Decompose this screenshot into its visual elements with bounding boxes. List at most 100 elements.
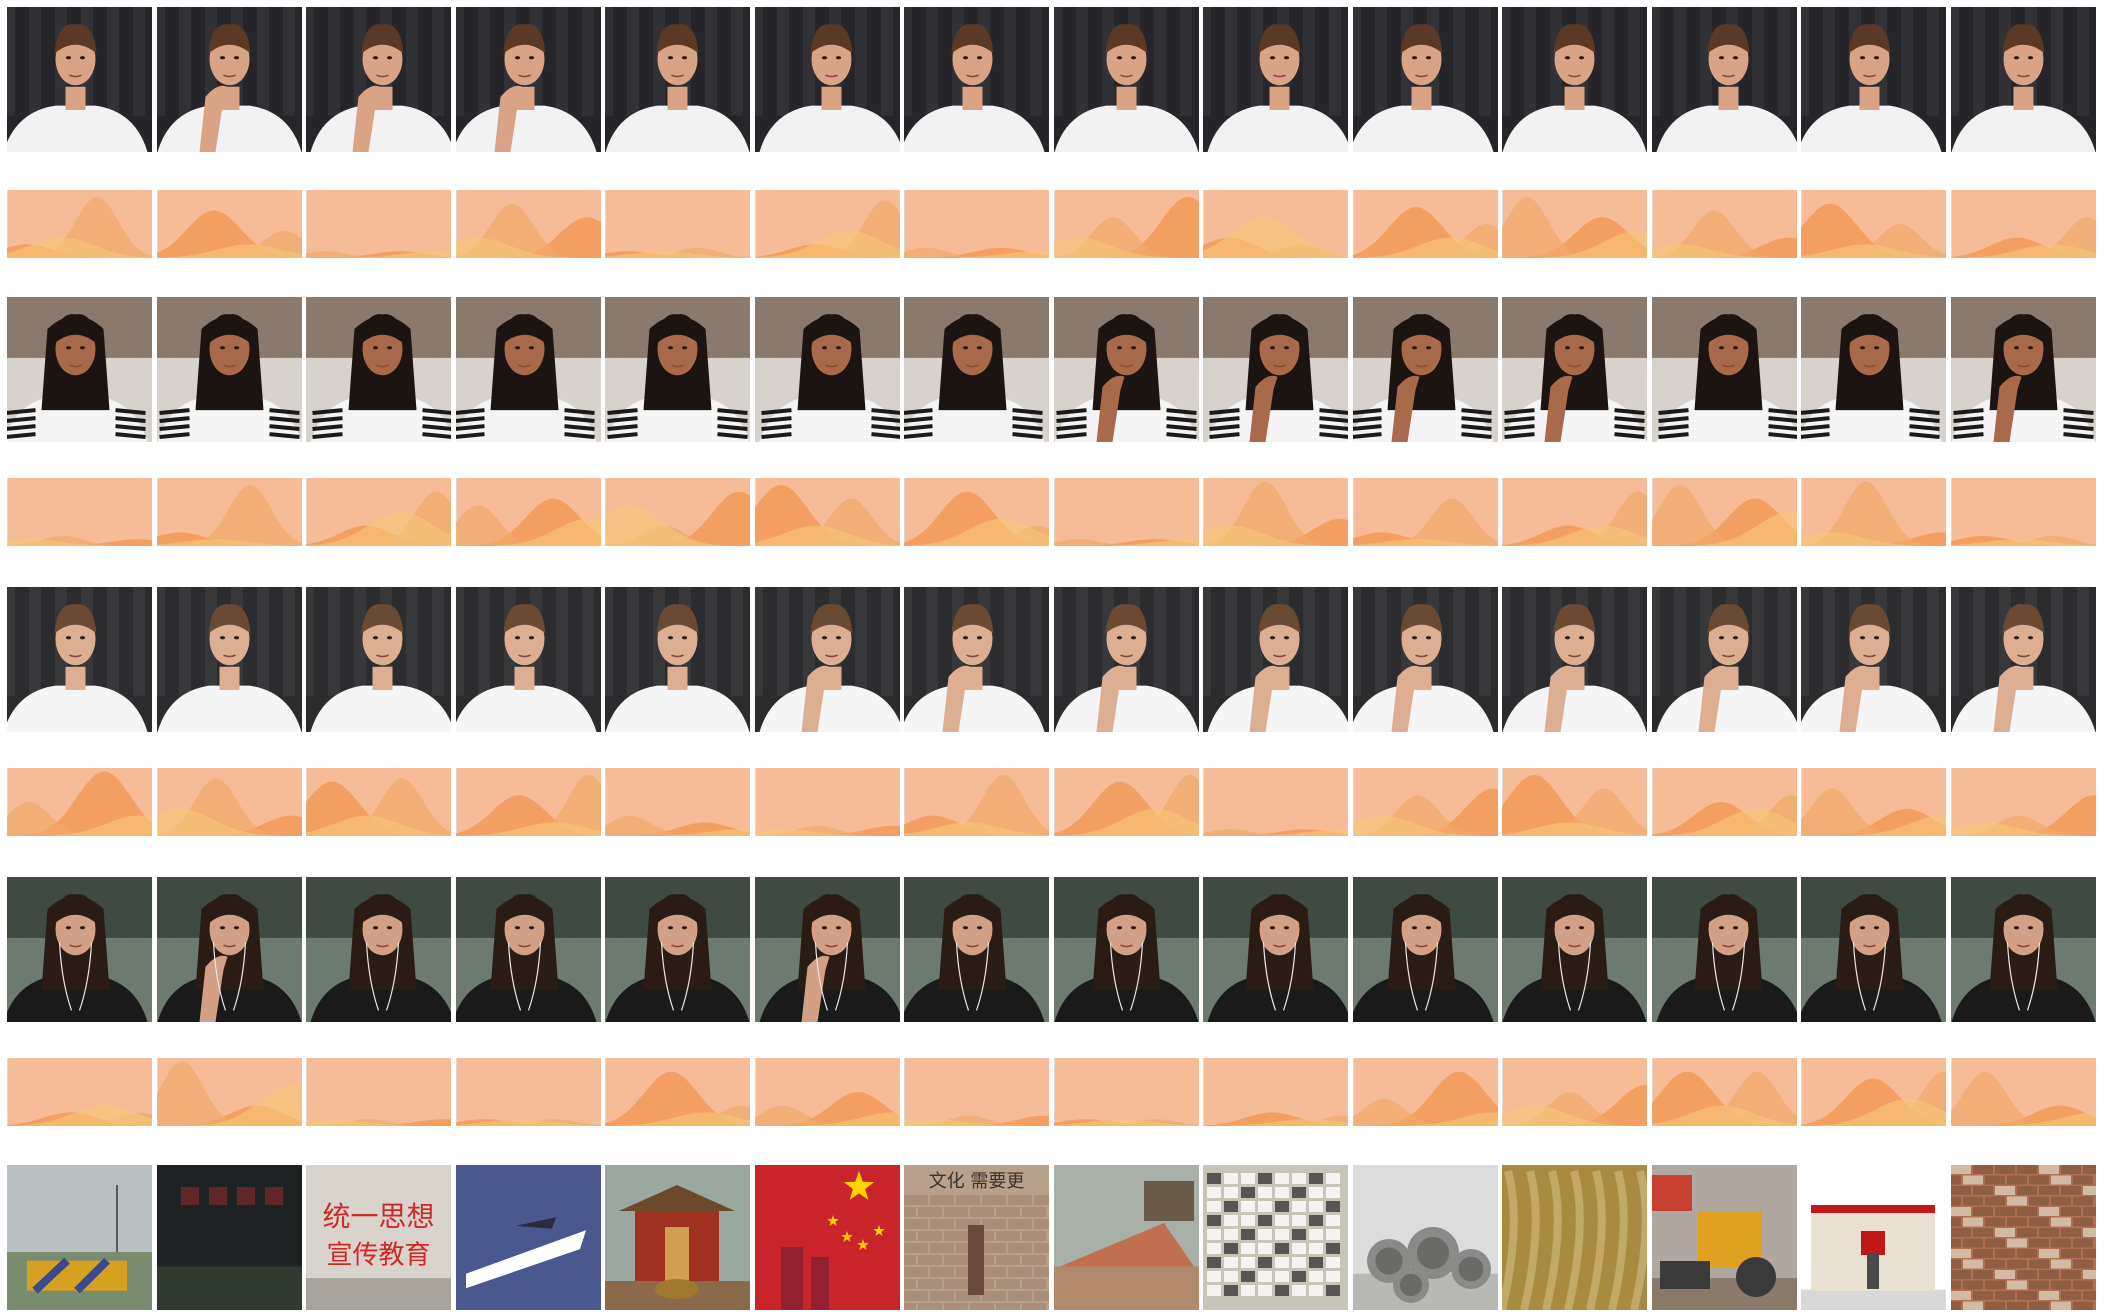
eye (1116, 636, 1123, 640)
hair-top (1105, 604, 1148, 634)
earphone-wire (1711, 942, 1726, 1011)
mouth (1273, 74, 1286, 78)
hair-top (503, 894, 546, 924)
emotion-curve (755, 525, 900, 546)
participant-frame-image (7, 7, 152, 152)
participant-frame (1502, 877, 1647, 1022)
eye (514, 346, 521, 350)
torso (1502, 685, 1647, 732)
emotion-curve (755, 829, 900, 836)
neck (667, 666, 688, 690)
hand (494, 85, 523, 152)
emotion-curve (456, 774, 601, 836)
brick (2017, 1291, 2037, 1300)
road-arrow (466, 1230, 586, 1289)
artwork-thumbnail (1801, 1165, 1946, 1310)
curtain-fold (855, 7, 867, 116)
curtain-fold (1524, 7, 1536, 116)
earphone-wire (78, 942, 93, 1011)
poster (1258, 1201, 1272, 1212)
hand (801, 665, 830, 732)
participant-frame-image (1801, 7, 1946, 152)
artwork-image: 文化 需要更 (904, 1165, 1049, 1310)
emotion-curve (157, 1085, 302, 1126)
neck (821, 86, 842, 110)
eye (233, 346, 240, 350)
hair-top (208, 604, 251, 634)
neck (514, 666, 535, 690)
collapsed-roof (1060, 1223, 1194, 1267)
mouth (966, 364, 979, 368)
emotion-curve (7, 771, 152, 836)
mouth (1415, 654, 1428, 658)
emotion-curve (7, 539, 152, 546)
curtain-fold (556, 7, 568, 116)
hand (1096, 665, 1125, 732)
poster (1258, 1173, 1272, 1184)
participant-frame-image (306, 877, 451, 1022)
curtain-fold (705, 7, 717, 116)
figure (781, 1247, 803, 1310)
emotion-wave-chart (1801, 478, 1946, 546)
eye (1411, 926, 1418, 930)
eye (1578, 636, 1585, 640)
brick (2061, 1186, 2081, 1195)
emotion-wave-svg (605, 768, 750, 836)
emotion-curve (1652, 244, 1797, 258)
emotion-curve (1801, 788, 1946, 836)
emotion-curve (904, 822, 1049, 836)
torso (605, 395, 750, 442)
brick (1995, 1249, 2015, 1258)
participant-frame-image (306, 7, 451, 152)
curtain-fold (1823, 587, 1835, 696)
mouth (1273, 364, 1286, 368)
emotion-wave-svg (1652, 190, 1797, 258)
emotion-wave-svg (904, 1058, 1049, 1126)
emotion-curve (755, 1112, 900, 1126)
eye (976, 636, 983, 640)
faint-character (209, 1187, 227, 1205)
chart-background (904, 190, 1049, 258)
participant-frame (7, 297, 152, 442)
emotion-wave-svg (755, 1058, 900, 1126)
hand (942, 665, 971, 732)
torso (1801, 685, 1942, 732)
brick (1973, 1249, 1993, 1258)
poster (1207, 1257, 1221, 1268)
eye (1732, 926, 1739, 930)
brick (1985, 1175, 2005, 1185)
mouth (1863, 74, 1876, 78)
faint-character (181, 1187, 199, 1205)
earphone-wire (385, 942, 400, 1011)
curtain-fold (1479, 587, 1491, 696)
torso (904, 105, 1045, 152)
hair-top (1258, 314, 1301, 344)
eye (1859, 636, 1866, 640)
eye (962, 636, 969, 640)
curtain-fold (1453, 587, 1465, 696)
pipe-opening (1399, 1273, 1423, 1297)
curtain-fold (1203, 587, 1211, 696)
emotion-curve (605, 1112, 750, 1126)
shirt-stripe (871, 416, 900, 423)
participant-frame (755, 297, 900, 442)
emotion-curve (456, 518, 601, 546)
earphone-wire (1731, 942, 1746, 1011)
participant-frame-image (1054, 7, 1199, 152)
shirt-stripe (717, 416, 748, 423)
poster (1309, 1243, 1323, 1254)
brick (1022, 1279, 1046, 1289)
curtain-fold (432, 587, 444, 696)
eye (1116, 346, 1123, 350)
mouth (2017, 944, 2030, 948)
participant-frame-image (1353, 297, 1498, 442)
earphone-wire (1262, 942, 1277, 1011)
brick (2073, 1301, 2093, 1310)
curtain-fold (1375, 7, 1387, 116)
mouth (1415, 944, 1428, 948)
poster (1326, 1173, 1340, 1184)
emotion-wave-chart (1801, 190, 1946, 258)
curtain-fold (354, 7, 366, 116)
mouth (825, 944, 838, 948)
